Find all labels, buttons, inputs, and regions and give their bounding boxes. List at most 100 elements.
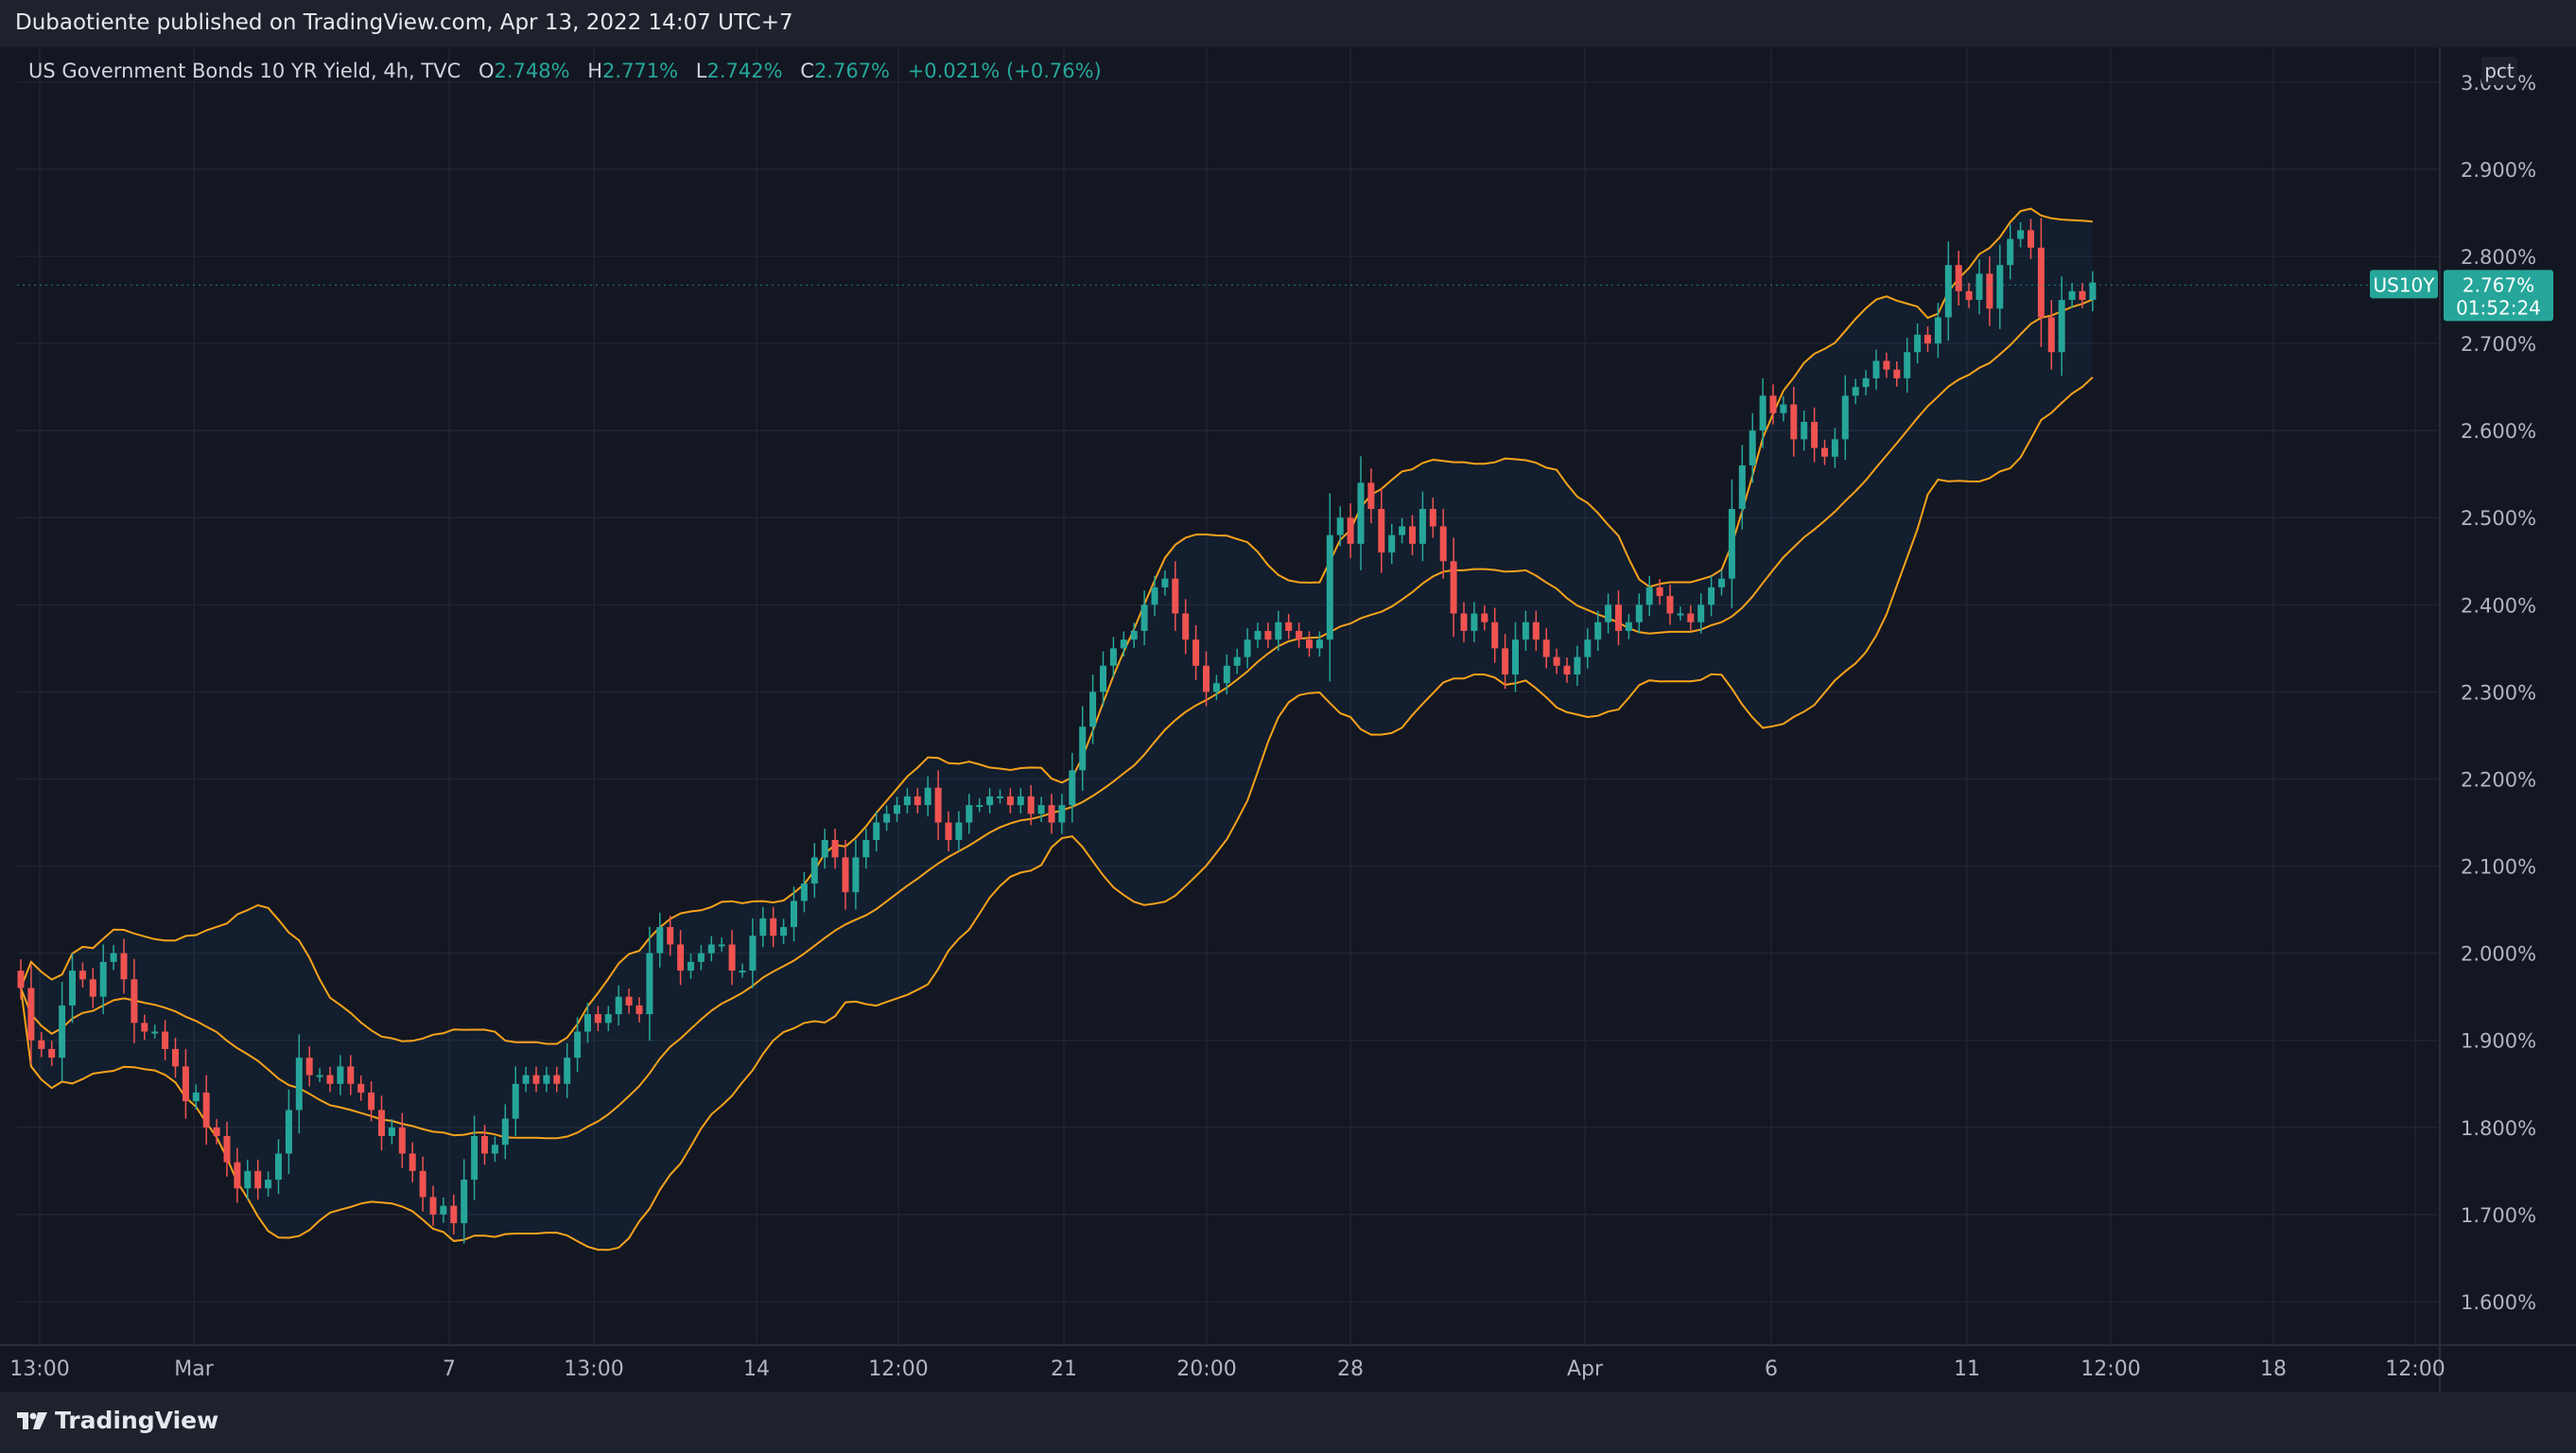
candle-body[interactable]: [213, 1127, 220, 1137]
candle-body[interactable]: [697, 953, 705, 962]
candle-body[interactable]: [1378, 509, 1385, 553]
candle-body[interactable]: [99, 961, 107, 997]
candle-body[interactable]: [2068, 290, 2076, 301]
candle-body[interactable]: [110, 953, 117, 962]
candle-body[interactable]: [1934, 317, 1941, 344]
candle-body[interactable]: [491, 1145, 498, 1154]
candle-body[interactable]: [770, 918, 777, 937]
candle-body[interactable]: [1625, 621, 1632, 631]
candle-body[interactable]: [1904, 352, 1911, 378]
candle-body[interactable]: [254, 1170, 262, 1189]
candle-body[interactable]: [1326, 534, 1333, 640]
candle-body[interactable]: [131, 979, 138, 1024]
candle-body[interactable]: [2037, 247, 2045, 318]
candle-body[interactable]: [512, 1083, 519, 1119]
candle-body[interactable]: [316, 1075, 323, 1077]
candle-body[interactable]: [1872, 360, 1880, 378]
candle-body[interactable]: [1058, 805, 1066, 823]
candle-body[interactable]: [976, 805, 983, 808]
candle-body[interactable]: [1749, 430, 1756, 465]
candle-body[interactable]: [172, 1048, 179, 1067]
candle-body[interactable]: [574, 1031, 582, 1059]
candle-body[interactable]: [368, 1092, 375, 1111]
candle-body[interactable]: [1439, 526, 1447, 562]
candle-body[interactable]: [1780, 404, 1787, 413]
candle-body[interactable]: [234, 1162, 241, 1189]
candle-body[interactable]: [1471, 613, 1478, 631]
tradingview-logo[interactable]: TradingView: [15, 1407, 218, 1434]
candle-body[interactable]: [862, 839, 870, 858]
candle-body[interactable]: [1357, 482, 1365, 544]
candle-body[interactable]: [759, 918, 767, 937]
candle-body[interactable]: [728, 944, 736, 972]
candle-body[interactable]: [1645, 586, 1653, 605]
candle-body[interactable]: [1821, 447, 1828, 457]
candle-body[interactable]: [842, 857, 849, 893]
candle-body[interactable]: [532, 1075, 540, 1084]
candle-body[interactable]: [1883, 360, 1890, 370]
candle-body[interactable]: [739, 971, 746, 973]
candle-body[interactable]: [1233, 656, 1241, 666]
candle-body[interactable]: [1140, 604, 1148, 631]
candle-body[interactable]: [1615, 604, 1622, 631]
candle-body[interactable]: [903, 796, 911, 806]
candle-body[interactable]: [945, 822, 952, 840]
candle-body[interactable]: [688, 961, 694, 972]
candle-body[interactable]: [1574, 656, 1581, 674]
candle-body[interactable]: [1532, 621, 1540, 640]
candle-body[interactable]: [295, 1058, 303, 1111]
candle-body[interactable]: [244, 1170, 252, 1189]
candle-body[interactable]: [1801, 421, 1808, 440]
candle-body[interactable]: [151, 1031, 159, 1034]
candle-body[interactable]: [986, 796, 994, 806]
candle-body[interactable]: [873, 822, 880, 840]
candle-body[interactable]: [625, 996, 633, 1006]
candle-body[interactable]: [1965, 290, 1973, 301]
candle-body[interactable]: [357, 1083, 365, 1093]
candle-body[interactable]: [934, 787, 942, 823]
candle-body[interactable]: [2028, 230, 2034, 248]
candle-body[interactable]: [1831, 439, 1838, 457]
candle-body[interactable]: [656, 927, 664, 954]
candle-body[interactable]: [1594, 621, 1602, 640]
candle-body[interactable]: [388, 1127, 395, 1137]
candle-body[interactable]: [1728, 509, 1735, 579]
candle-body[interactable]: [1811, 421, 1819, 448]
candle-body[interactable]: [1944, 265, 1952, 318]
candle-body[interactable]: [1996, 265, 2004, 309]
candle-body[interactable]: [1687, 613, 1695, 622]
candle-body[interactable]: [543, 1075, 550, 1084]
candle-body[interactable]: [440, 1205, 447, 1215]
candle-body[interactable]: [1924, 334, 1931, 344]
candle-body[interactable]: [707, 944, 715, 954]
candle-body[interactable]: [1079, 726, 1087, 771]
candle-body[interactable]: [1409, 526, 1416, 544]
candle-body[interactable]: [2047, 317, 2055, 353]
candle-body[interactable]: [1037, 805, 1045, 814]
candle-body[interactable]: [182, 1066, 189, 1102]
candle-body[interactable]: [1914, 334, 1922, 353]
pct-scale-button[interactable]: pct: [2481, 57, 2517, 85]
candle-body[interactable]: [564, 1058, 571, 1084]
candle-body[interactable]: [522, 1075, 530, 1084]
candle-body[interactable]: [1182, 613, 1190, 640]
candle-body[interactable]: [337, 1066, 344, 1084]
candle-body[interactable]: [162, 1031, 169, 1049]
candle-body[interactable]: [594, 1014, 601, 1024]
candle-body[interactable]: [305, 1058, 313, 1076]
candle-body[interactable]: [615, 996, 622, 1015]
candle-body[interactable]: [2058, 300, 2065, 353]
candle-body[interactable]: [584, 1014, 591, 1032]
candle-body[interactable]: [1172, 578, 1179, 614]
candle-body[interactable]: [1955, 265, 1962, 291]
candle-body[interactable]: [481, 1136, 488, 1154]
candle-body[interactable]: [378, 1110, 385, 1137]
candle-body[interactable]: [1976, 273, 1983, 301]
candle-body[interactable]: [1017, 796, 1024, 806]
candle-body[interactable]: [347, 1066, 355, 1084]
candle-body[interactable]: [1708, 586, 1715, 605]
candle-body[interactable]: [265, 1180, 272, 1189]
candle-body[interactable]: [1203, 665, 1210, 692]
candle-body[interactable]: [1089, 691, 1097, 727]
candle-body[interactable]: [1399, 526, 1406, 535]
